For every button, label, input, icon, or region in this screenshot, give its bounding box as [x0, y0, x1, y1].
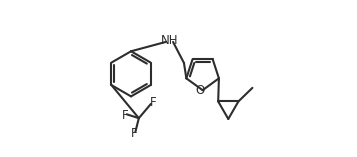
Text: O: O [195, 84, 205, 97]
Text: F: F [131, 127, 137, 140]
Text: F: F [150, 96, 156, 109]
Text: F: F [121, 109, 128, 122]
Text: NH: NH [160, 34, 178, 47]
